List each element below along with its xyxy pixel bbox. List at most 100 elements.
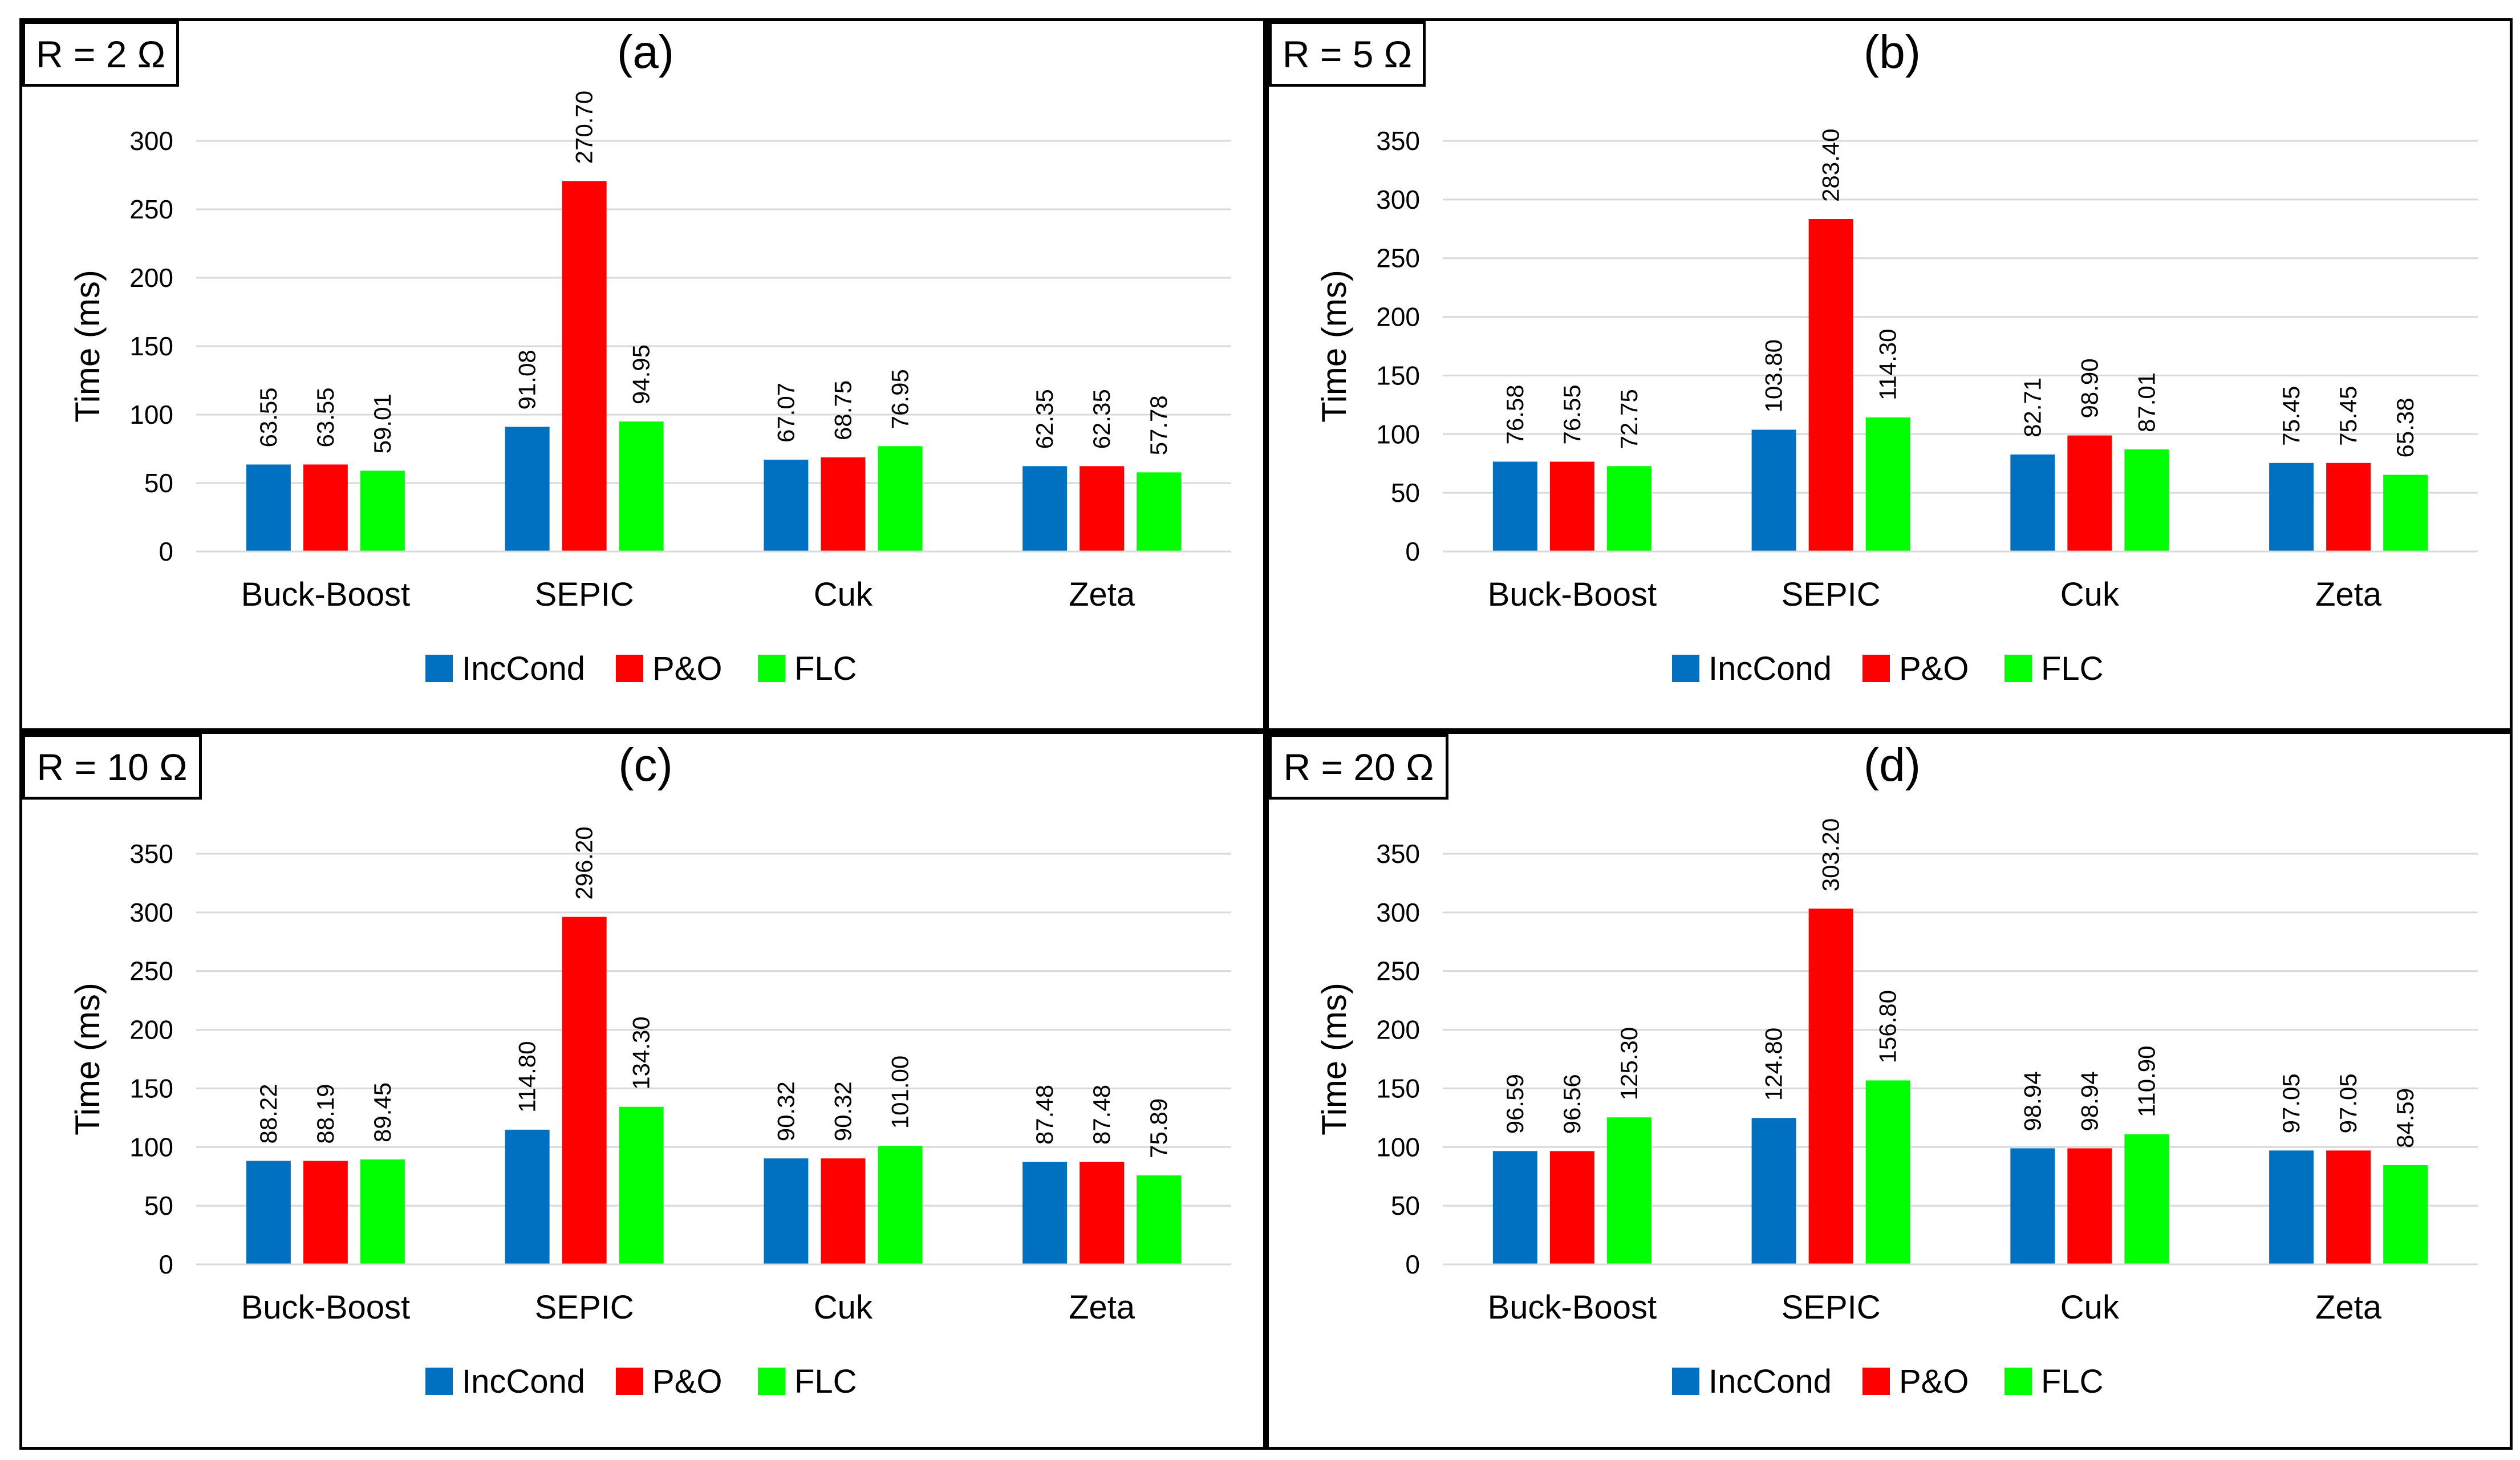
category-label: Buck-Boost (1488, 576, 1657, 613)
y-tick-label: 100 (1376, 1132, 1420, 1162)
data-label: 90.32 (829, 1081, 856, 1141)
legend-label: FLC (794, 1363, 857, 1400)
bar-chart: 0 50 100 150 200 250 300 350 Time (ms) Buck-Boost… (1315, 126, 2478, 687)
data-label: 303.20 (1817, 818, 1844, 891)
category-label: Buck-Boost (241, 1289, 411, 1326)
data-label: 270.70 (571, 91, 598, 164)
data-label: 89.45 (369, 1082, 396, 1142)
bar-p-o-cuk (2067, 435, 2112, 551)
y-tick-label: 300 (129, 898, 173, 927)
category-label: Cuk (2060, 576, 2120, 613)
y-axis-title: Time (ms) (1315, 983, 1353, 1135)
bar-p-o-sepic (562, 181, 607, 551)
bar-flc-cuk (2124, 1134, 2169, 1264)
bar-chart: 0 50 100 150 200 250 300 350 Time (ms) Buck-Boost… (68, 826, 1231, 1400)
panel-letter: (a) (616, 26, 675, 78)
data-label: 75.45 (2335, 386, 2361, 446)
bar-p-o-zeta (1080, 466, 1125, 551)
bar-p-o-cuk (821, 1158, 866, 1264)
bar-flc-sepic (619, 421, 664, 551)
category-label: Buck-Boost (241, 576, 411, 613)
legend-swatch (1862, 655, 1890, 682)
y-tick-label: 100 (1376, 419, 1420, 449)
bar-flc-cuk (878, 1146, 923, 1264)
bar-flc-zeta (1137, 1175, 1182, 1264)
bar-inccond-sepic (1751, 429, 1796, 551)
data-label: 110.90 (2133, 1046, 2160, 1117)
category-label: Zeta (1069, 576, 1135, 613)
data-label: 88.19 (312, 1084, 339, 1143)
y-tick-label: 250 (129, 194, 173, 224)
bar-flc-buck-boost (1606, 466, 1651, 551)
bar-flc-cuk (2124, 449, 2169, 551)
chart-panel-c: R = 10 Ω (c) 0 50 100 150 200 250 300 350 Time (ms… (19, 731, 1266, 1450)
legend-label: IncCond (462, 650, 585, 687)
data-label: 98.94 (2019, 1071, 2046, 1131)
y-tick-label: 100 (129, 1132, 173, 1162)
y-tick-label: 250 (1376, 244, 1420, 273)
y-tick-label: 300 (129, 126, 173, 156)
resistance-label: R = 20 Ω (1269, 734, 1448, 800)
resistance-label: R = 10 Ω (22, 734, 202, 800)
y-tick-label: 0 (159, 1250, 173, 1279)
legend-swatch (1672, 1368, 1699, 1395)
y-tick-label: 300 (1376, 898, 1420, 927)
y-tick-label: 200 (1376, 302, 1420, 332)
bar-inccond-buck-boost (246, 1161, 291, 1264)
bar-flc-zeta (2383, 1165, 2428, 1264)
category-label: SEPIC (1782, 576, 1881, 613)
bar-p-o-buck-boost (303, 1161, 348, 1264)
bar-p-o-zeta (2326, 463, 2371, 551)
legend-swatch (758, 655, 785, 682)
category-label: Zeta (2315, 1289, 2382, 1326)
bar-p-o-buck-boost (1549, 1151, 1594, 1264)
data-label: 87.48 (1088, 1085, 1115, 1145)
legend: IncCond P&O FLC (1672, 1363, 2104, 1400)
bar-p-o-sepic (1808, 219, 1853, 551)
bar-p-o-cuk (821, 457, 866, 551)
bar-inccond-cuk (2010, 1148, 2055, 1264)
legend-swatch (2004, 655, 2032, 682)
chart-panel-a: R = 2 Ω (a) 0 50 100 150 200 250 300 Time (ms) Buc… (19, 18, 1266, 731)
bar-flc-zeta (2383, 474, 2428, 551)
legend-swatch (758, 1368, 785, 1395)
y-axis-title: Time (ms) (68, 983, 107, 1135)
bar-flc-buck-boost (360, 1159, 405, 1264)
y-axis-title: Time (ms) (68, 270, 107, 423)
category-label: Zeta (1069, 1289, 1135, 1326)
data-label: 63.55 (255, 387, 282, 447)
resistance-label: R = 2 Ω (22, 21, 179, 87)
y-tick-label: 100 (129, 400, 173, 429)
legend-label: P&O (1899, 650, 1969, 687)
data-label: 62.35 (1088, 389, 1115, 449)
bar-p-o-cuk (2067, 1148, 2112, 1264)
panel-letter: (d) (1863, 739, 1921, 791)
bar-inccond-cuk (764, 460, 809, 551)
bar-inccond-buck-boost (1492, 1151, 1537, 1264)
data-label: 94.95 (628, 344, 655, 404)
data-label: 91.08 (514, 350, 541, 409)
data-label: 103.80 (1760, 339, 1787, 412)
bar-inccond-buck-boost (1492, 461, 1537, 551)
bar-inccond-zeta (1022, 466, 1068, 551)
data-label: 87.48 (1031, 1085, 1058, 1145)
chart-panel-b: R = 5 Ω (b) 0 50 100 150 200 250 300 350 Time (ms)… (1266, 18, 2513, 731)
legend-swatch (1672, 655, 1699, 682)
data-label: 76.58 (1502, 384, 1528, 444)
data-label: 84.59 (2392, 1088, 2418, 1148)
legend-swatch (1862, 1368, 1890, 1395)
bar-inccond-cuk (764, 1158, 809, 1264)
data-label: 125.30 (1616, 1027, 1642, 1100)
legend: IncCond P&O FLC (425, 1363, 857, 1400)
bar-chart: 0 50 100 150 200 250 300 350 Time (ms) Buck-Boost… (1315, 818, 2478, 1400)
data-label: 97.05 (2278, 1073, 2304, 1133)
legend-label: P&O (652, 650, 723, 687)
bar-p-o-sepic (1808, 909, 1853, 1264)
category-label: Cuk (2060, 1289, 2120, 1326)
bar-p-o-zeta (2326, 1150, 2371, 1264)
data-label: 65.38 (2392, 398, 2418, 457)
y-tick-label: 200 (1376, 1015, 1420, 1045)
y-tick-label: 350 (1376, 839, 1420, 869)
data-label: 57.78 (1145, 395, 1172, 455)
data-label: 114.80 (514, 1041, 541, 1112)
